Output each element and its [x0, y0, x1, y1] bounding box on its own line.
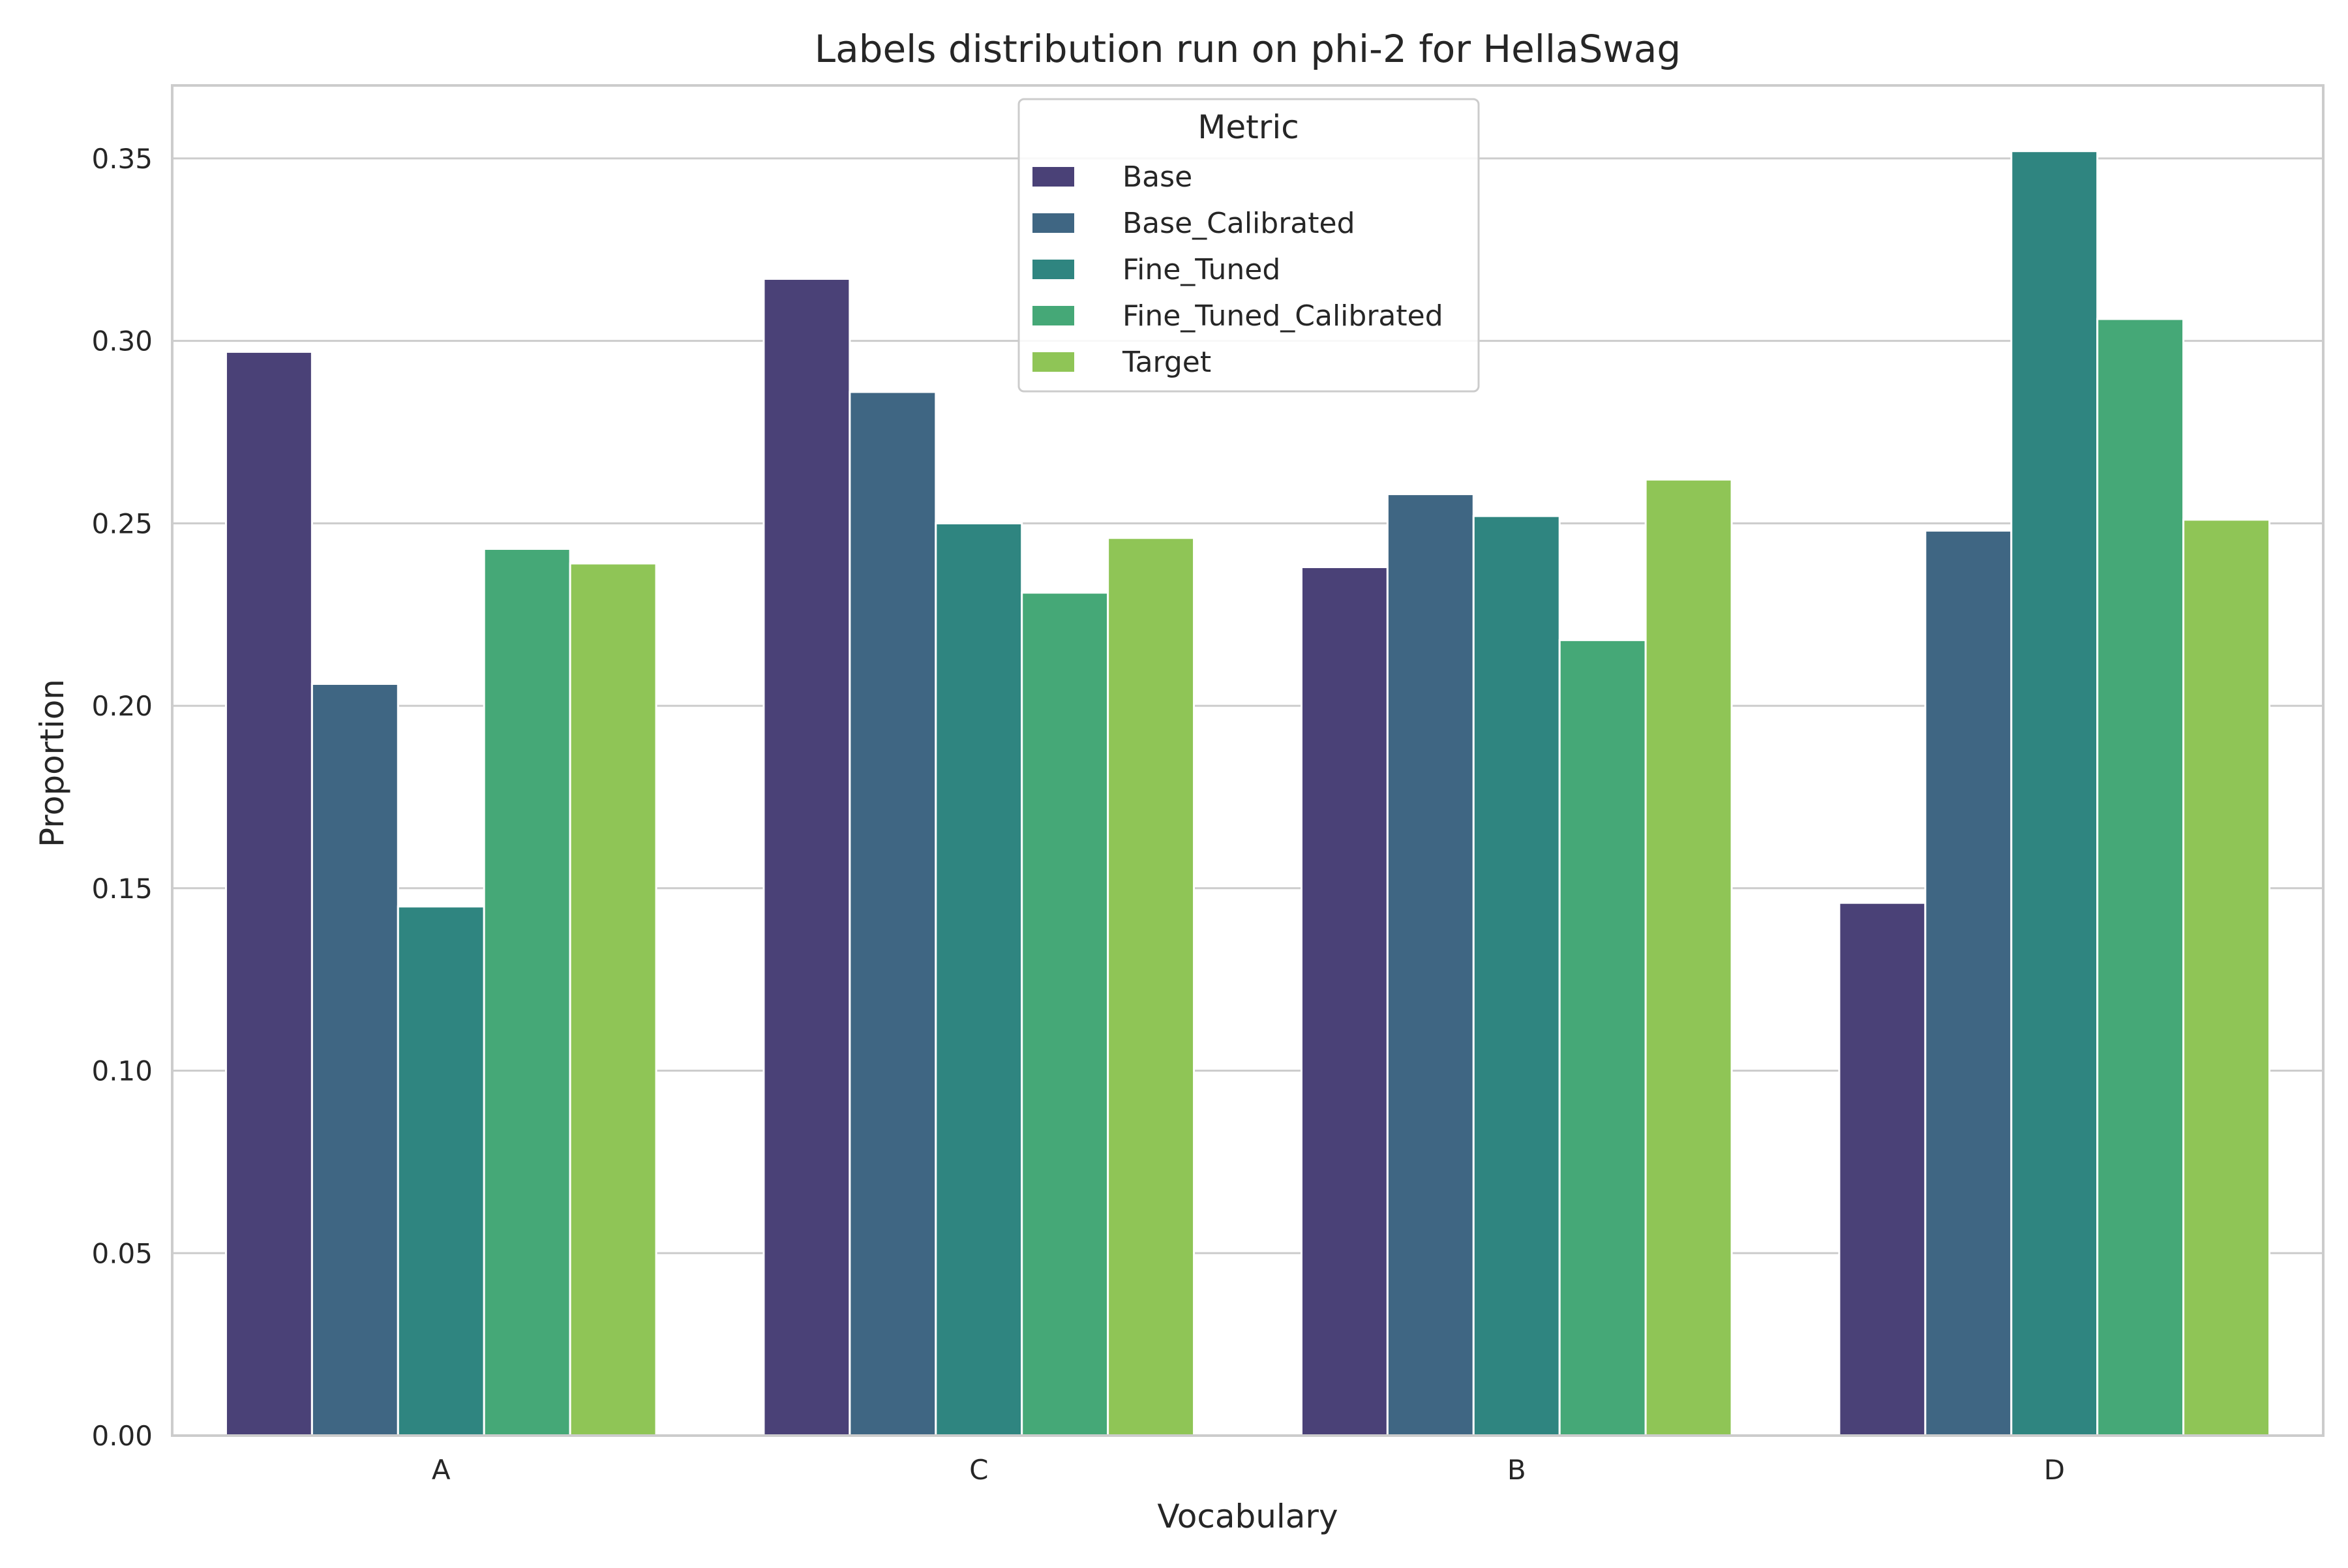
bar-target-b — [1644, 478, 1733, 1437]
x-tick-label: B — [1507, 1454, 1526, 1486]
bar-fine-tuned-calibrated-a — [483, 548, 571, 1437]
y-tick-label: 0.20 — [91, 690, 153, 722]
x-tick-label: C — [969, 1454, 988, 1486]
bars — [224, 150, 2271, 1437]
legend-label: Fine_Tuned — [1122, 253, 1280, 286]
plot-frame — [171, 84, 2325, 1437]
bar-target-d — [2182, 519, 2271, 1437]
bar-base-d — [1838, 901, 1927, 1437]
legend-swatch — [1032, 213, 1074, 233]
legend-label: Base_Calibrated — [1122, 207, 1355, 240]
bar-fine-tuned-a — [397, 905, 485, 1437]
bar-fine-tuned-calibrated-c — [1021, 592, 1109, 1437]
y-tick-label: 0.00 — [91, 1420, 153, 1452]
legend-entries: Base Base_Calibrated Fine_Tuned Fine_Tuned_… — [1032, 160, 1443, 379]
legend-label: Base — [1122, 160, 1192, 194]
bar-fine-tuned-calibrated-d — [2096, 318, 2185, 1437]
legend-box — [1017, 98, 1480, 393]
x-tick-label: D — [2044, 1454, 2065, 1486]
y-tick-label: 0.35 — [91, 143, 153, 175]
legend-swatch — [1032, 260, 1074, 279]
y-tick-label: 0.05 — [91, 1237, 153, 1269]
x-tick-label: A — [432, 1454, 451, 1486]
legend-label: Target — [1122, 346, 1211, 379]
chart-title: Labels distribution run on phi-2 for Hel… — [815, 27, 1681, 71]
bar-target-c — [1107, 537, 1196, 1437]
legend: Metric Base Base_Calibrated Fine_Tuned Fine… — [1017, 98, 1480, 393]
legend-title: Metric — [1197, 108, 1299, 146]
y-tick-label: 0.15 — [91, 873, 153, 905]
y-tick-label: 0.25 — [91, 507, 153, 539]
bar-fine-tuned-c — [935, 522, 1023, 1437]
bar-base-calibrated-c — [849, 391, 937, 1437]
bar-base-calibrated-a — [310, 683, 399, 1437]
y-tick-label: 0.30 — [91, 325, 153, 357]
bar-target-a — [569, 562, 657, 1437]
y-axis-label: Proportion — [33, 679, 71, 847]
bar-base-b — [1300, 565, 1389, 1437]
bar-fine-tuned-b — [1472, 515, 1561, 1437]
bar-base-calibrated-d — [1924, 530, 2013, 1437]
bar-fine-tuned-calibrated-b — [1558, 639, 1647, 1437]
legend-swatch — [1032, 352, 1074, 372]
x-axis-label: Vocabulary — [1157, 1498, 1338, 1535]
bar-base-c — [762, 278, 851, 1437]
y-tick-label: 0.10 — [91, 1055, 153, 1087]
legend-swatch — [1032, 167, 1074, 187]
bar-fine-tuned-d — [2010, 150, 2099, 1437]
y-tick-labels: 0.00 0.05 0.10 0.15 0.20 0.25 0.30 0.35 — [91, 143, 153, 1452]
legend-label: Fine_Tuned_Calibrated — [1122, 299, 1443, 333]
bar-base-a — [224, 350, 313, 1437]
bar-base-calibrated-b — [1386, 493, 1475, 1437]
legend-swatch — [1032, 306, 1074, 325]
